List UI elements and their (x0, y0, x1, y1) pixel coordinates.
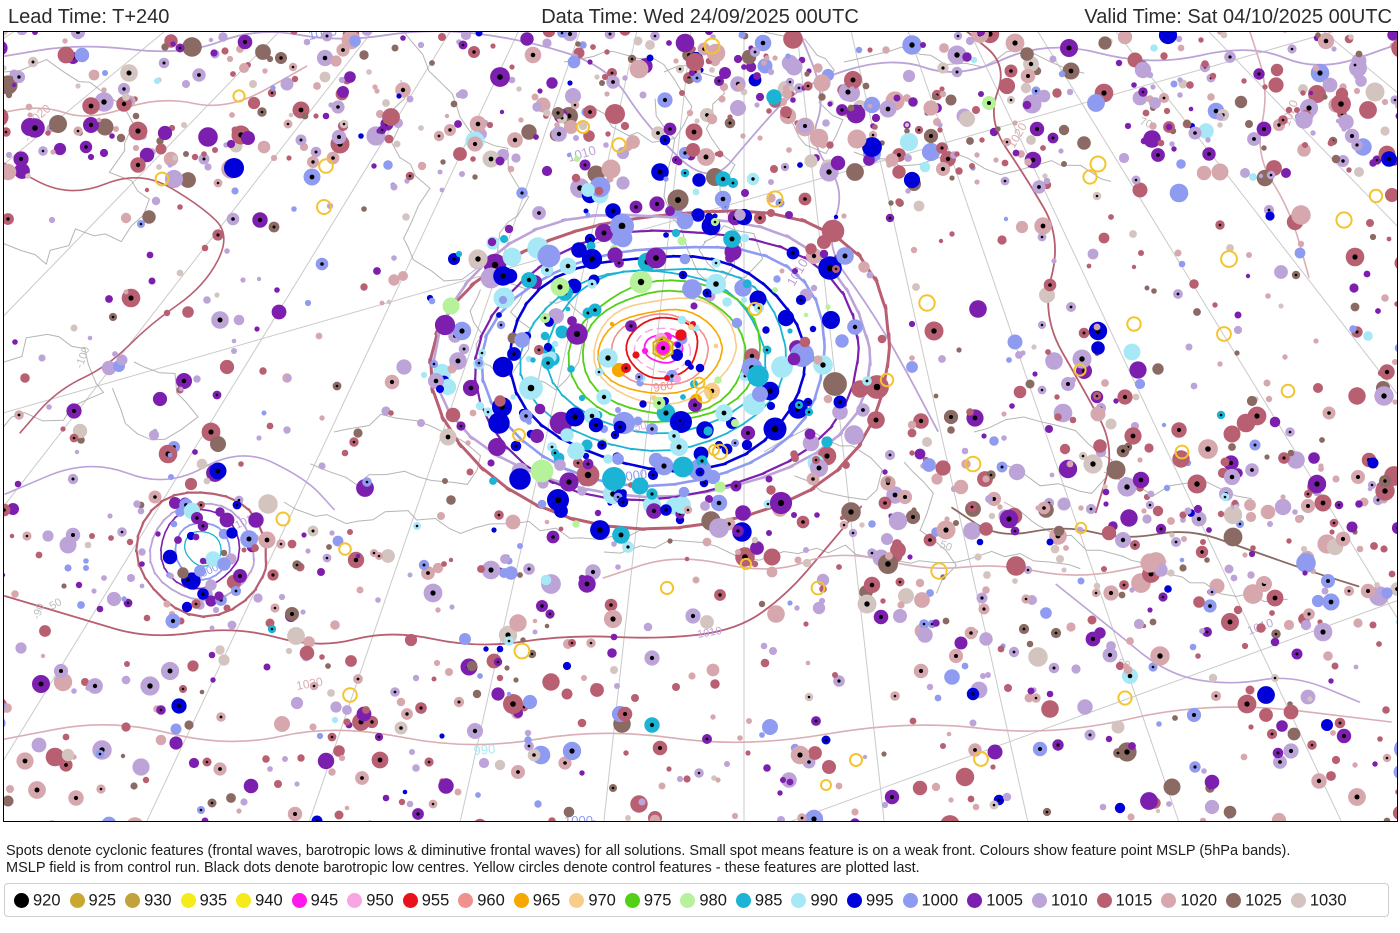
svg-text:1020: 1020 (295, 674, 324, 692)
svg-text:990: 990 (473, 741, 496, 758)
svg-text:50: 50 (938, 539, 954, 554)
